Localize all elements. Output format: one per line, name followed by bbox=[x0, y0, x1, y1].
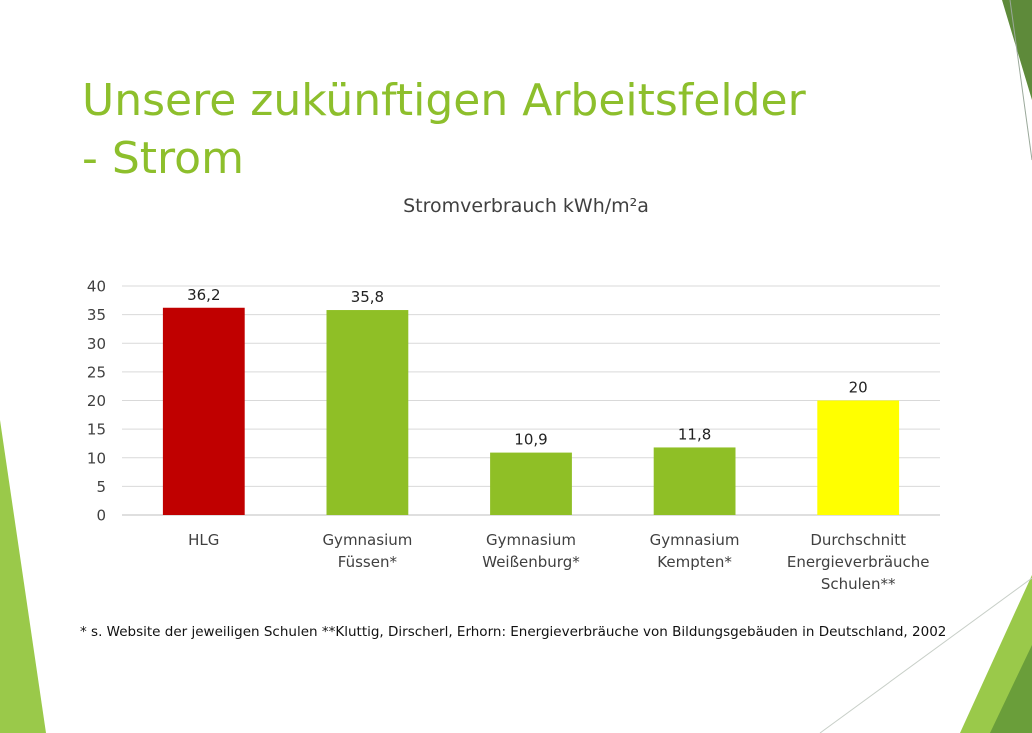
y-tick-label: 0 bbox=[96, 507, 106, 525]
y-tick-label: 20 bbox=[87, 392, 106, 410]
x-tick-label: Energieverbräuche bbox=[787, 553, 930, 571]
bottom-right-dark-triangle bbox=[990, 645, 1032, 733]
data-label: 10,9 bbox=[514, 431, 547, 449]
bar bbox=[653, 447, 736, 515]
x-tick-label: Schulen** bbox=[821, 575, 896, 593]
bar bbox=[490, 452, 572, 515]
data-label: 20 bbox=[849, 379, 868, 397]
x-tick-label: Gymnasium bbox=[322, 531, 412, 549]
footnote: * s. Website der jeweiligen Schulen **Kl… bbox=[80, 624, 947, 640]
y-tick-label: 10 bbox=[87, 449, 106, 467]
x-tick-label: Kempten* bbox=[657, 553, 732, 571]
data-label: 36,2 bbox=[187, 286, 220, 304]
y-tick-label: 40 bbox=[87, 278, 106, 296]
data-label: 35,8 bbox=[351, 288, 384, 306]
bar bbox=[162, 307, 245, 515]
bar-chart: Stromverbrauch kWh/m²a 0510152025303540 … bbox=[87, 195, 940, 593]
slide-title-line-1: Unsere zukünftigen Arbeitsfelder bbox=[82, 75, 806, 126]
y-tick-label: 30 bbox=[87, 335, 106, 353]
chart-x-axis: HLG Gymnasium Füssen* Gymnasium Weißenburg* G… bbox=[188, 531, 929, 593]
y-tick-label: 35 bbox=[87, 306, 106, 324]
bottom-right-line bbox=[819, 577, 1032, 733]
x-tick-label: Durchschnitt bbox=[810, 531, 906, 549]
x-tick-label: Gymnasium bbox=[486, 531, 576, 549]
chart-bars: 36,2 35,8 10,9 11,8 20 bbox=[162, 286, 900, 515]
x-tick-label: Weißenburg* bbox=[482, 553, 580, 571]
top-right-line bbox=[1009, 0, 1032, 161]
bar bbox=[817, 400, 900, 515]
chart-title: Stromverbrauch kWh/m²a bbox=[403, 195, 649, 217]
x-tick-label: Gymnasium bbox=[650, 531, 740, 549]
y-tick-label: 25 bbox=[87, 363, 106, 381]
bar bbox=[326, 310, 409, 515]
y-tick-label: 5 bbox=[96, 478, 106, 496]
slide-title: Unsere zukünftigen Arbeitsfelder - Strom bbox=[82, 72, 982, 188]
left-green-triangle bbox=[0, 420, 46, 733]
slide-title-line-2: - Strom bbox=[82, 133, 244, 184]
data-label: 11,8 bbox=[678, 425, 711, 443]
y-tick-label: 15 bbox=[87, 421, 106, 439]
x-tick-label: Füssen* bbox=[338, 553, 398, 571]
x-tick-label: HLG bbox=[188, 531, 219, 549]
chart-y-axis: 0 5 10 15 20 25 30 35 40 bbox=[87, 278, 106, 525]
